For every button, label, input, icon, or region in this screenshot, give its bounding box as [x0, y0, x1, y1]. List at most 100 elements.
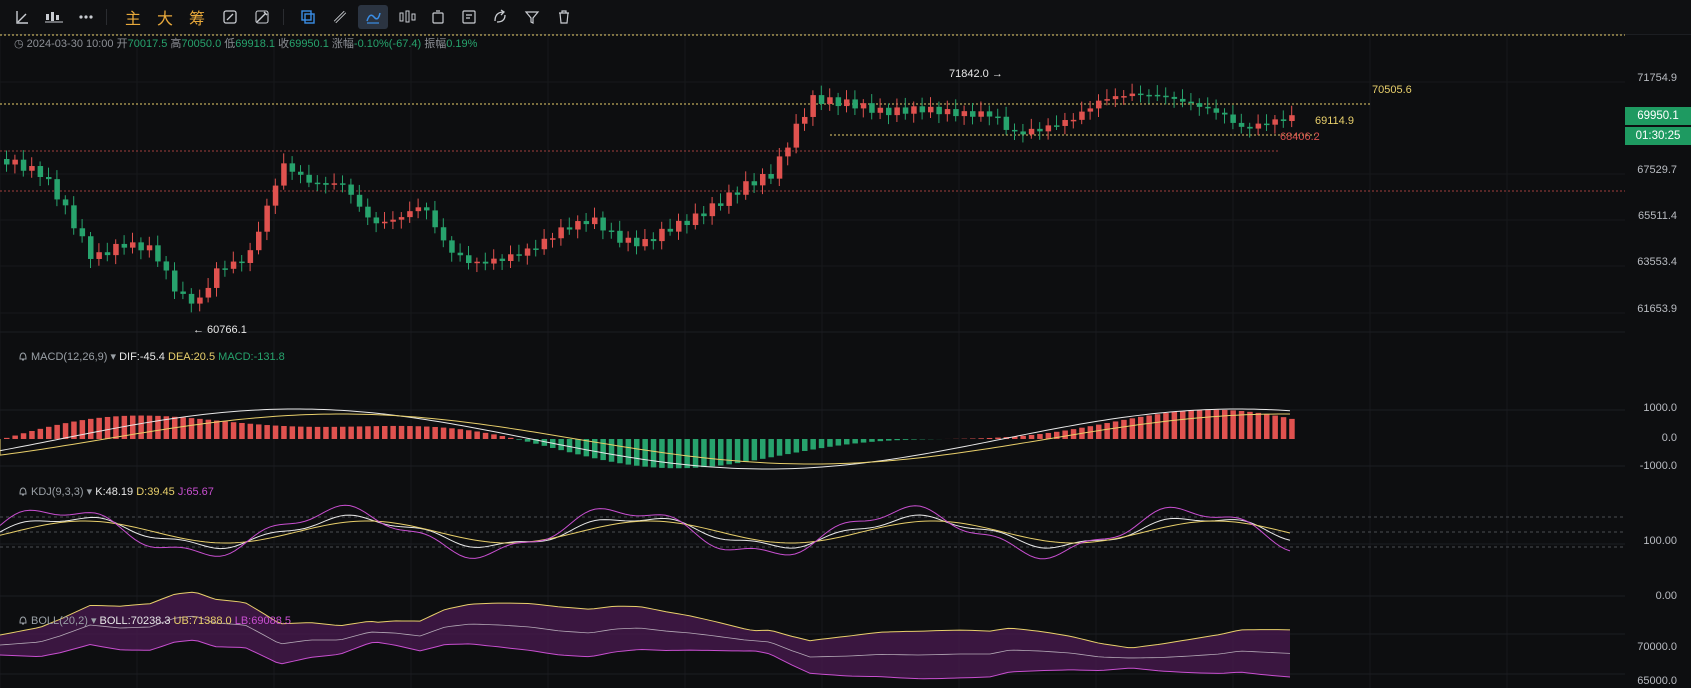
candle-body: [1238, 122, 1245, 127]
chevron-down-icon[interactable]: ▾: [110, 351, 117, 363]
macd-bar: [701, 439, 707, 468]
candle-body: [1213, 108, 1220, 113]
macd-bar: [860, 439, 867, 443]
macd-bar: [659, 439, 665, 468]
candle-body: [1255, 123, 1262, 129]
candle-body: [793, 123, 800, 148]
toolbar-divider: [283, 9, 284, 25]
magnet-icon[interactable]: [358, 5, 388, 29]
macd-bar: [37, 428, 44, 439]
candle-body: [272, 185, 279, 206]
candle-style-icon[interactable]: [395, 5, 419, 29]
delete-mark-icon[interactable]: [426, 5, 450, 29]
candle-body: [491, 258, 497, 264]
candle-body: [474, 261, 480, 264]
chart-area[interactable]: ◷ 2024-03-30 10:00 开70017.5 高70050.0 低69…: [0, 34, 1691, 688]
boll-mid: BOLL:70238.3: [99, 615, 171, 627]
candle-body: [340, 183, 346, 185]
macd-bar: [1112, 421, 1119, 439]
edit-note-icon[interactable]: [457, 5, 481, 29]
price-tick: 61653.9: [1637, 303, 1677, 315]
candle-body: [138, 242, 144, 251]
macd-bar: [802, 439, 808, 451]
candle-body: [1180, 98, 1186, 102]
candle-body: [482, 261, 489, 264]
candle-body: [1079, 111, 1085, 120]
draw-edit-icon[interactable]: [218, 5, 242, 29]
macd-bar: [533, 439, 539, 444]
macd-bar: [718, 439, 724, 466]
line-tool-icon[interactable]: [10, 5, 34, 29]
macd-bar: [1129, 418, 1136, 439]
macd-bar: [205, 419, 212, 439]
chevron-down-icon[interactable]: ▾: [90, 615, 97, 627]
info-close: 69950.1: [289, 38, 329, 50]
candle-body: [1272, 119, 1278, 125]
filter-icon[interactable]: [520, 5, 544, 29]
macd-bar: [1037, 434, 1043, 439]
macd-bar: [474, 431, 480, 439]
macd-bar: [692, 439, 699, 468]
candle-body: [1129, 93, 1136, 97]
chevron-down-icon[interactable]: ▾: [86, 486, 93, 498]
clock-icon: ◷: [14, 38, 24, 50]
candle-body: [1264, 123, 1270, 126]
transform-icon[interactable]: [488, 5, 512, 29]
macd-bar: [365, 426, 371, 439]
candle-body: [1045, 125, 1052, 132]
ohlc-info: ◷ 2024-03-30 10:00 开70017.5 高70050.0 低69…: [14, 38, 478, 50]
boll-header: BOLL(20,2) ▾ BOLL:70238.3 UB:71388.0 LB:…: [18, 614, 291, 627]
candle-body: [432, 210, 438, 228]
macd-bar: [1171, 412, 1178, 439]
bell-icon[interactable]: [18, 351, 28, 361]
candlestick-plot[interactable]: [0, 34, 1691, 688]
macd-bar: [230, 422, 237, 439]
candle-body: [96, 252, 102, 259]
bell-icon[interactable]: [18, 486, 28, 496]
macd-bar: [1230, 410, 1236, 439]
candle-body: [928, 106, 934, 113]
macd-bar: [29, 431, 35, 439]
candle-body: [634, 237, 640, 247]
candle-body: [298, 171, 304, 175]
info-low: 69918.1: [235, 38, 276, 50]
candle-body: [1154, 94, 1161, 97]
boll-tick: 65000.0: [1637, 675, 1677, 687]
macd-bar: [1146, 415, 1152, 439]
candle-body: [205, 287, 212, 298]
large-label[interactable]: 大: [156, 11, 173, 28]
trash-icon[interactable]: [552, 5, 576, 29]
macd-bar: [12, 435, 18, 439]
brush-icon[interactable]: [250, 5, 274, 29]
macd-bar: [163, 416, 170, 439]
macd-bar: [1222, 409, 1228, 439]
copy-icon[interactable]: [296, 5, 320, 29]
macd-bar: [398, 425, 405, 439]
macd-bar: [1163, 413, 1169, 439]
macd-bar: [726, 439, 732, 465]
candle-body: [642, 239, 648, 247]
more-icon[interactable]: [74, 5, 98, 29]
macd-bar: [617, 439, 623, 464]
chips-label[interactable]: 筹: [188, 11, 205, 28]
macd-bar: [642, 439, 648, 467]
candle-body: [894, 107, 900, 116]
macd-bar: [306, 426, 312, 439]
candle-body: [1247, 126, 1253, 129]
macd-bar: [810, 439, 816, 450]
ruler-icon[interactable]: [328, 5, 352, 29]
macd-bar: [566, 439, 573, 453]
macd-bar: [894, 439, 900, 441]
candle-body: [768, 174, 774, 179]
bell-icon[interactable]: [18, 615, 28, 625]
candle-body: [163, 261, 170, 271]
macd-bar: [1196, 410, 1203, 439]
candle-body: [365, 206, 371, 218]
level-b-label: 69114.9: [1315, 115, 1354, 127]
candle-body: [676, 220, 682, 232]
indicator-icon[interactable]: [42, 5, 66, 29]
macd-bar: [986, 437, 993, 439]
macd-bar: [1247, 411, 1253, 439]
main-label[interactable]: 主: [124, 11, 141, 28]
candle-body: [356, 194, 363, 207]
